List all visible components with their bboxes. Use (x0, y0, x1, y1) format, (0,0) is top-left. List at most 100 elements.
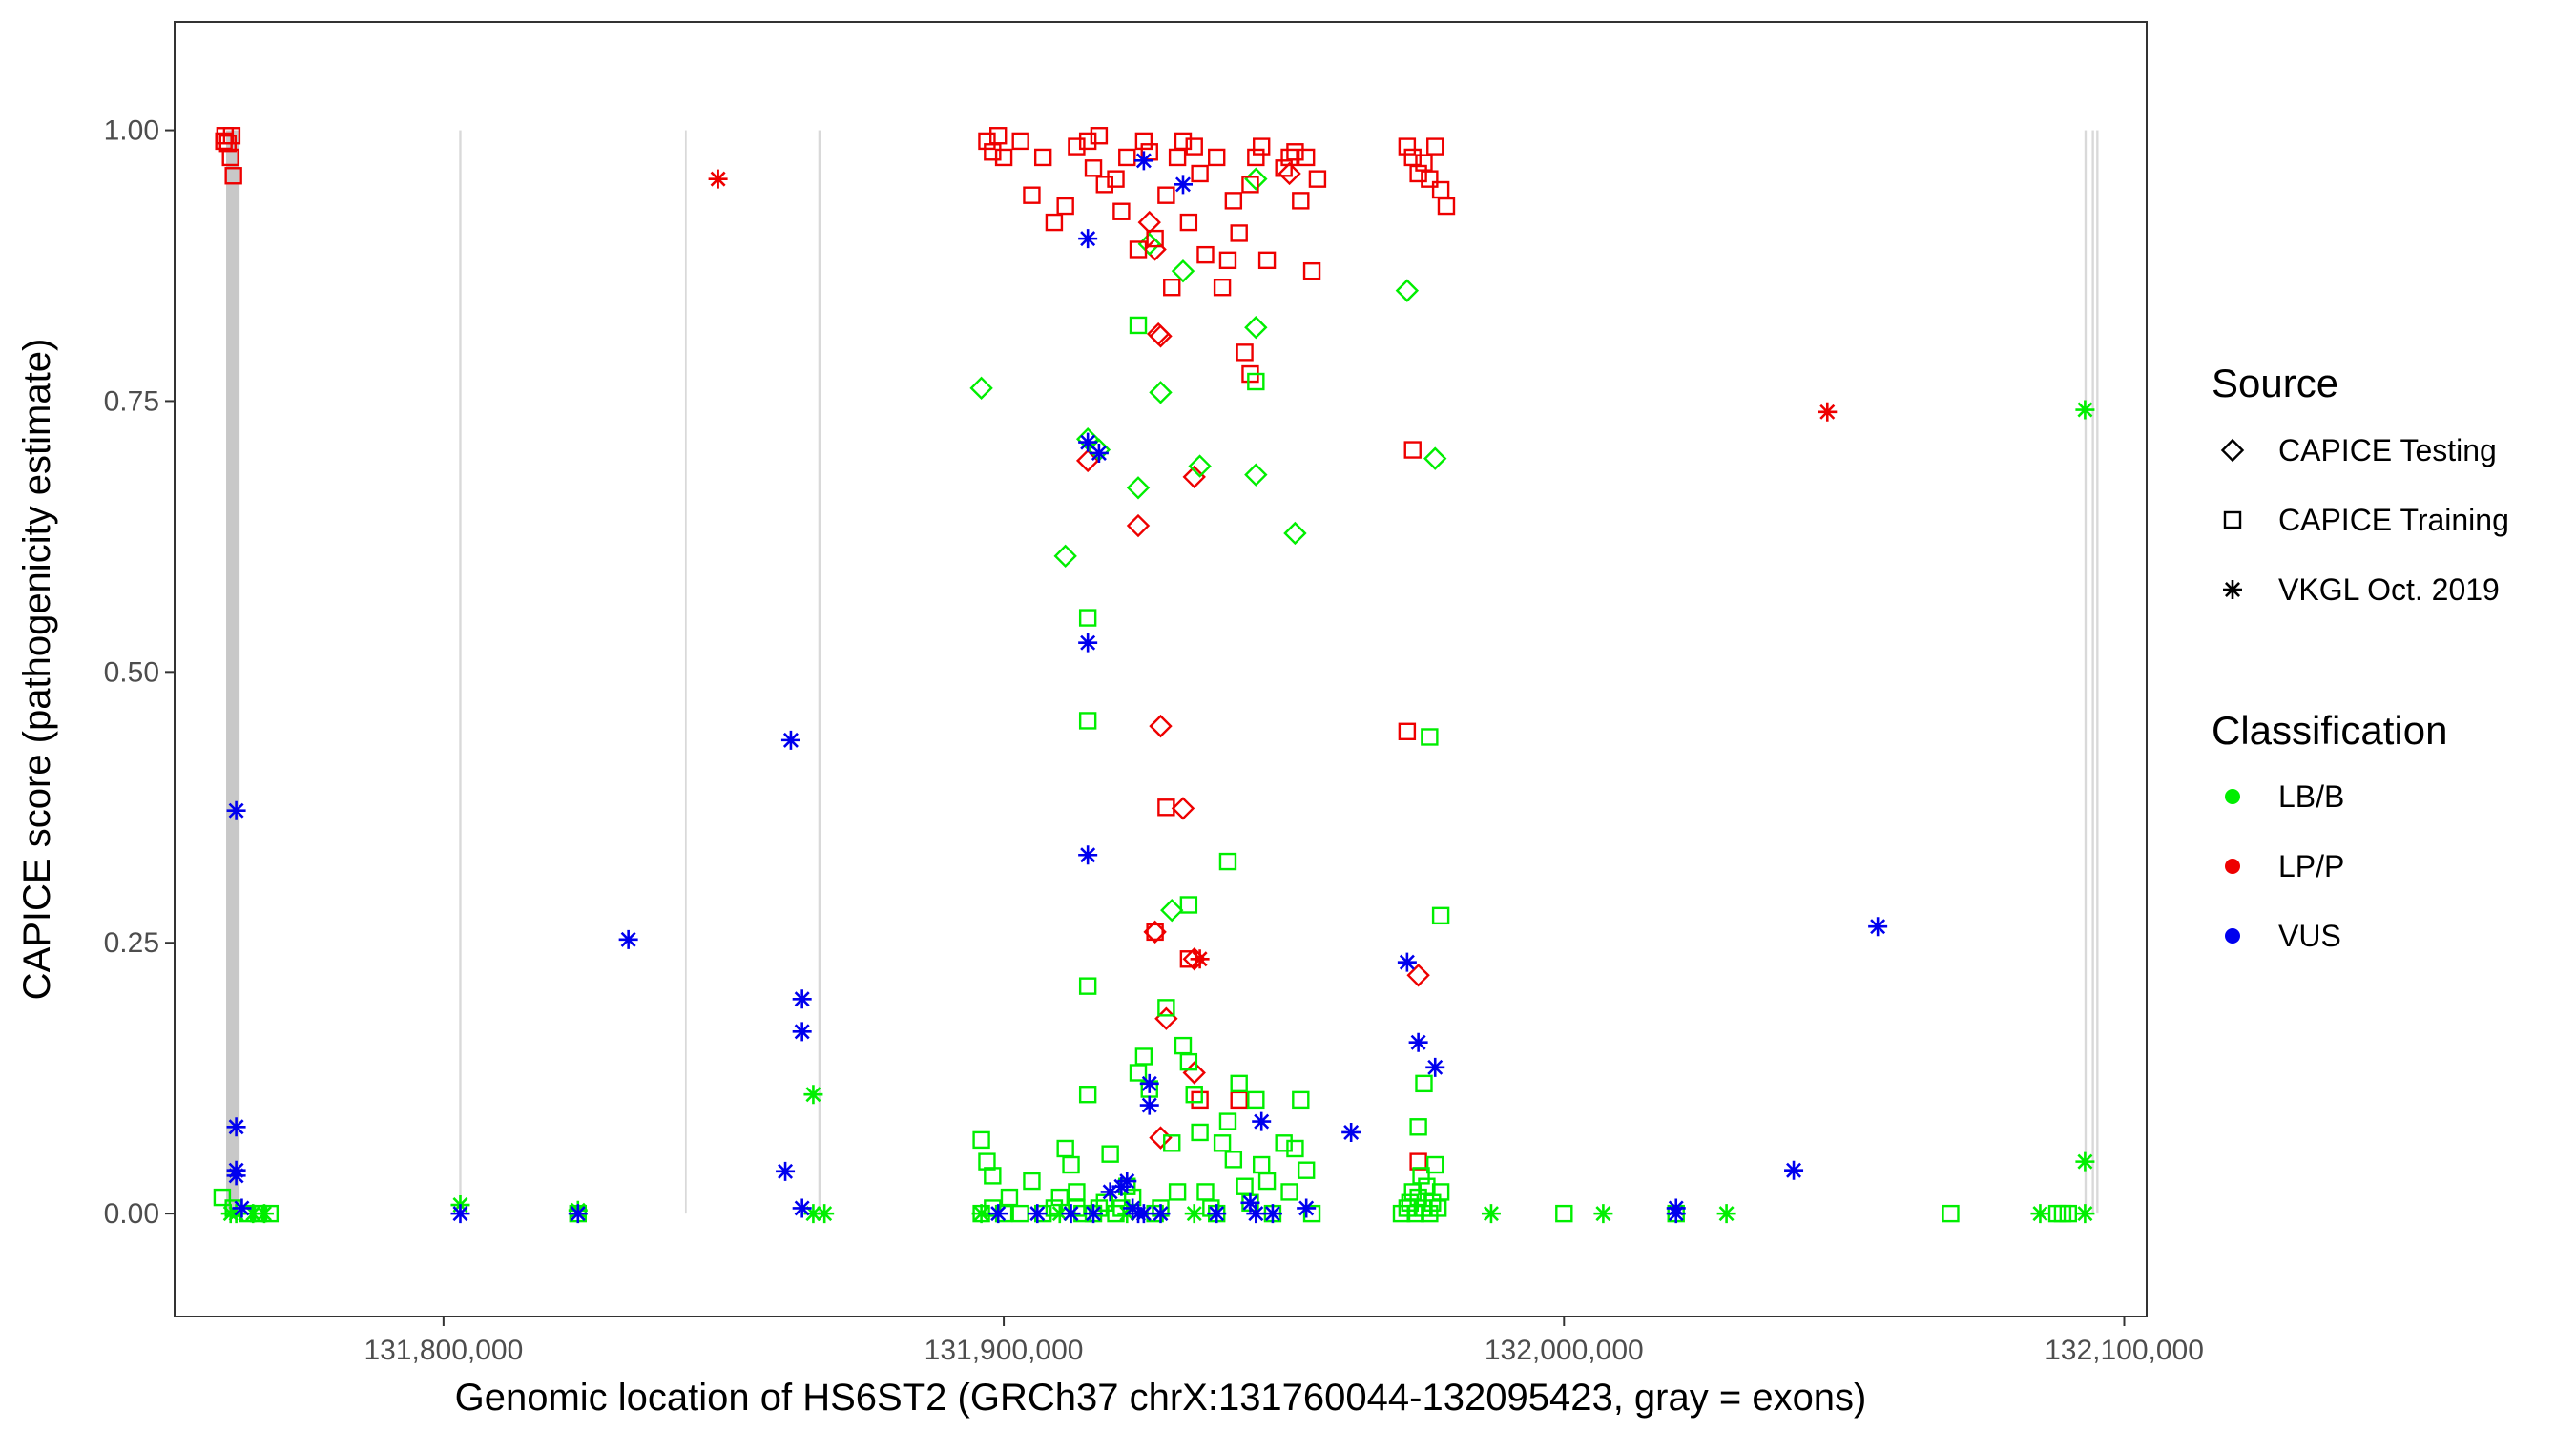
data-point (1107, 170, 1125, 188)
data-point (224, 167, 242, 185)
data-point (1171, 797, 1195, 820)
data-point (1286, 143, 1304, 161)
data-point (1395, 279, 1420, 302)
data-point (1023, 1172, 1041, 1191)
data-point (1207, 1204, 1227, 1224)
data-point (1431, 906, 1450, 925)
data-point (1244, 167, 1268, 191)
data-point (1185, 1086, 1203, 1104)
data-point (1244, 463, 1268, 487)
y-tick-label: 1.00 (104, 115, 159, 147)
y-tick-label: 0.75 (104, 385, 159, 417)
data-point (1078, 609, 1097, 627)
data-point (1247, 148, 1265, 167)
legend-key-dot (2225, 859, 2240, 874)
data-point (226, 1166, 246, 1186)
data-point (1100, 1182, 1120, 1202)
data-point (1062, 1155, 1080, 1174)
data-point (1202, 1199, 1220, 1217)
data-point (1409, 1152, 1427, 1171)
data-point (1078, 977, 1097, 995)
data-point (1171, 259, 1195, 283)
data-point (1308, 170, 1327, 188)
legend-source-title: Source (2212, 361, 2338, 405)
data-point (232, 1198, 252, 1218)
data-point (1286, 1139, 1304, 1158)
data-point (972, 1130, 990, 1150)
data-point (1137, 210, 1161, 235)
data-point (792, 1022, 812, 1042)
legend-class-lbb-label: LB/B (2278, 779, 2344, 814)
data-point (243, 1204, 263, 1224)
data-point (1179, 896, 1198, 914)
data-point (1101, 1145, 1119, 1163)
data-point (984, 143, 1002, 161)
data-point (1139, 1073, 1159, 1093)
data-point (1139, 1095, 1159, 1115)
legend-key-diamond (2220, 438, 2245, 463)
data-point (1068, 1183, 1086, 1201)
data-point (1190, 949, 1210, 969)
data-point (1134, 132, 1153, 151)
data-point (1593, 1204, 1613, 1224)
data-point (1297, 148, 1316, 167)
data-point (1146, 321, 1171, 346)
data-point (1408, 1032, 1428, 1052)
data-point (213, 1188, 232, 1207)
data-point (2047, 1204, 2067, 1223)
data-point (1157, 186, 1175, 204)
legend-source-vkgl: VKGL Oct. 2019 (2223, 572, 2500, 607)
data-point (1084, 159, 1103, 177)
data-point (1149, 381, 1173, 404)
data-point (2030, 1204, 2050, 1224)
data-point (1045, 213, 1064, 232)
data-point (1084, 1204, 1104, 1224)
data-point (1208, 148, 1226, 167)
data-point (1129, 240, 1148, 259)
data-point (1555, 1204, 1573, 1223)
legend-source-testing-label: CAPICE Testing (2278, 433, 2497, 467)
data-point (988, 1204, 1008, 1224)
exon-band (2096, 130, 2099, 1214)
data-point (1089, 443, 1109, 463)
data-point (1409, 1118, 1427, 1136)
data-point (1302, 261, 1321, 280)
data-point (1146, 923, 1164, 942)
data-point (1415, 154, 1433, 172)
data-point (2075, 1204, 2095, 1224)
data-point (226, 1117, 246, 1137)
data-point (1028, 1204, 1048, 1224)
data-point (1157, 798, 1175, 817)
data-point (1252, 137, 1271, 156)
data-point (1078, 633, 1098, 653)
exon-band (2084, 130, 2088, 1214)
data-point (776, 1161, 796, 1181)
legend-class-vus: VUS (2225, 919, 2341, 953)
data-point (226, 800, 246, 820)
data-point (1421, 728, 1439, 746)
data-point (1431, 1183, 1450, 1201)
data-point (1278, 161, 1301, 186)
data-point (568, 1204, 588, 1224)
data-point (1160, 898, 1184, 923)
data-point (1056, 1139, 1074, 1158)
data-point (1090, 1199, 1109, 1217)
data-point (1196, 1183, 1215, 1201)
data-point (1403, 148, 1422, 167)
y-tick-label: 0.50 (104, 656, 159, 688)
legend-source-vkgl-label: VKGL Oct. 2019 (2278, 572, 2500, 607)
data-point (1173, 175, 1193, 195)
legend-class-vus-label: VUS (2278, 919, 2341, 953)
exon-band (459, 130, 462, 1214)
data-point (1078, 229, 1098, 249)
plot-panel-border (174, 21, 2148, 1317)
data-point (803, 1204, 823, 1224)
data-point (1236, 343, 1254, 362)
data-point (1117, 1172, 1137, 1192)
data-point (1049, 1204, 1070, 1224)
data-point (1191, 1123, 1209, 1142)
data-point (254, 1204, 274, 1224)
data-point (1409, 164, 1427, 183)
exon-band (226, 130, 240, 1214)
